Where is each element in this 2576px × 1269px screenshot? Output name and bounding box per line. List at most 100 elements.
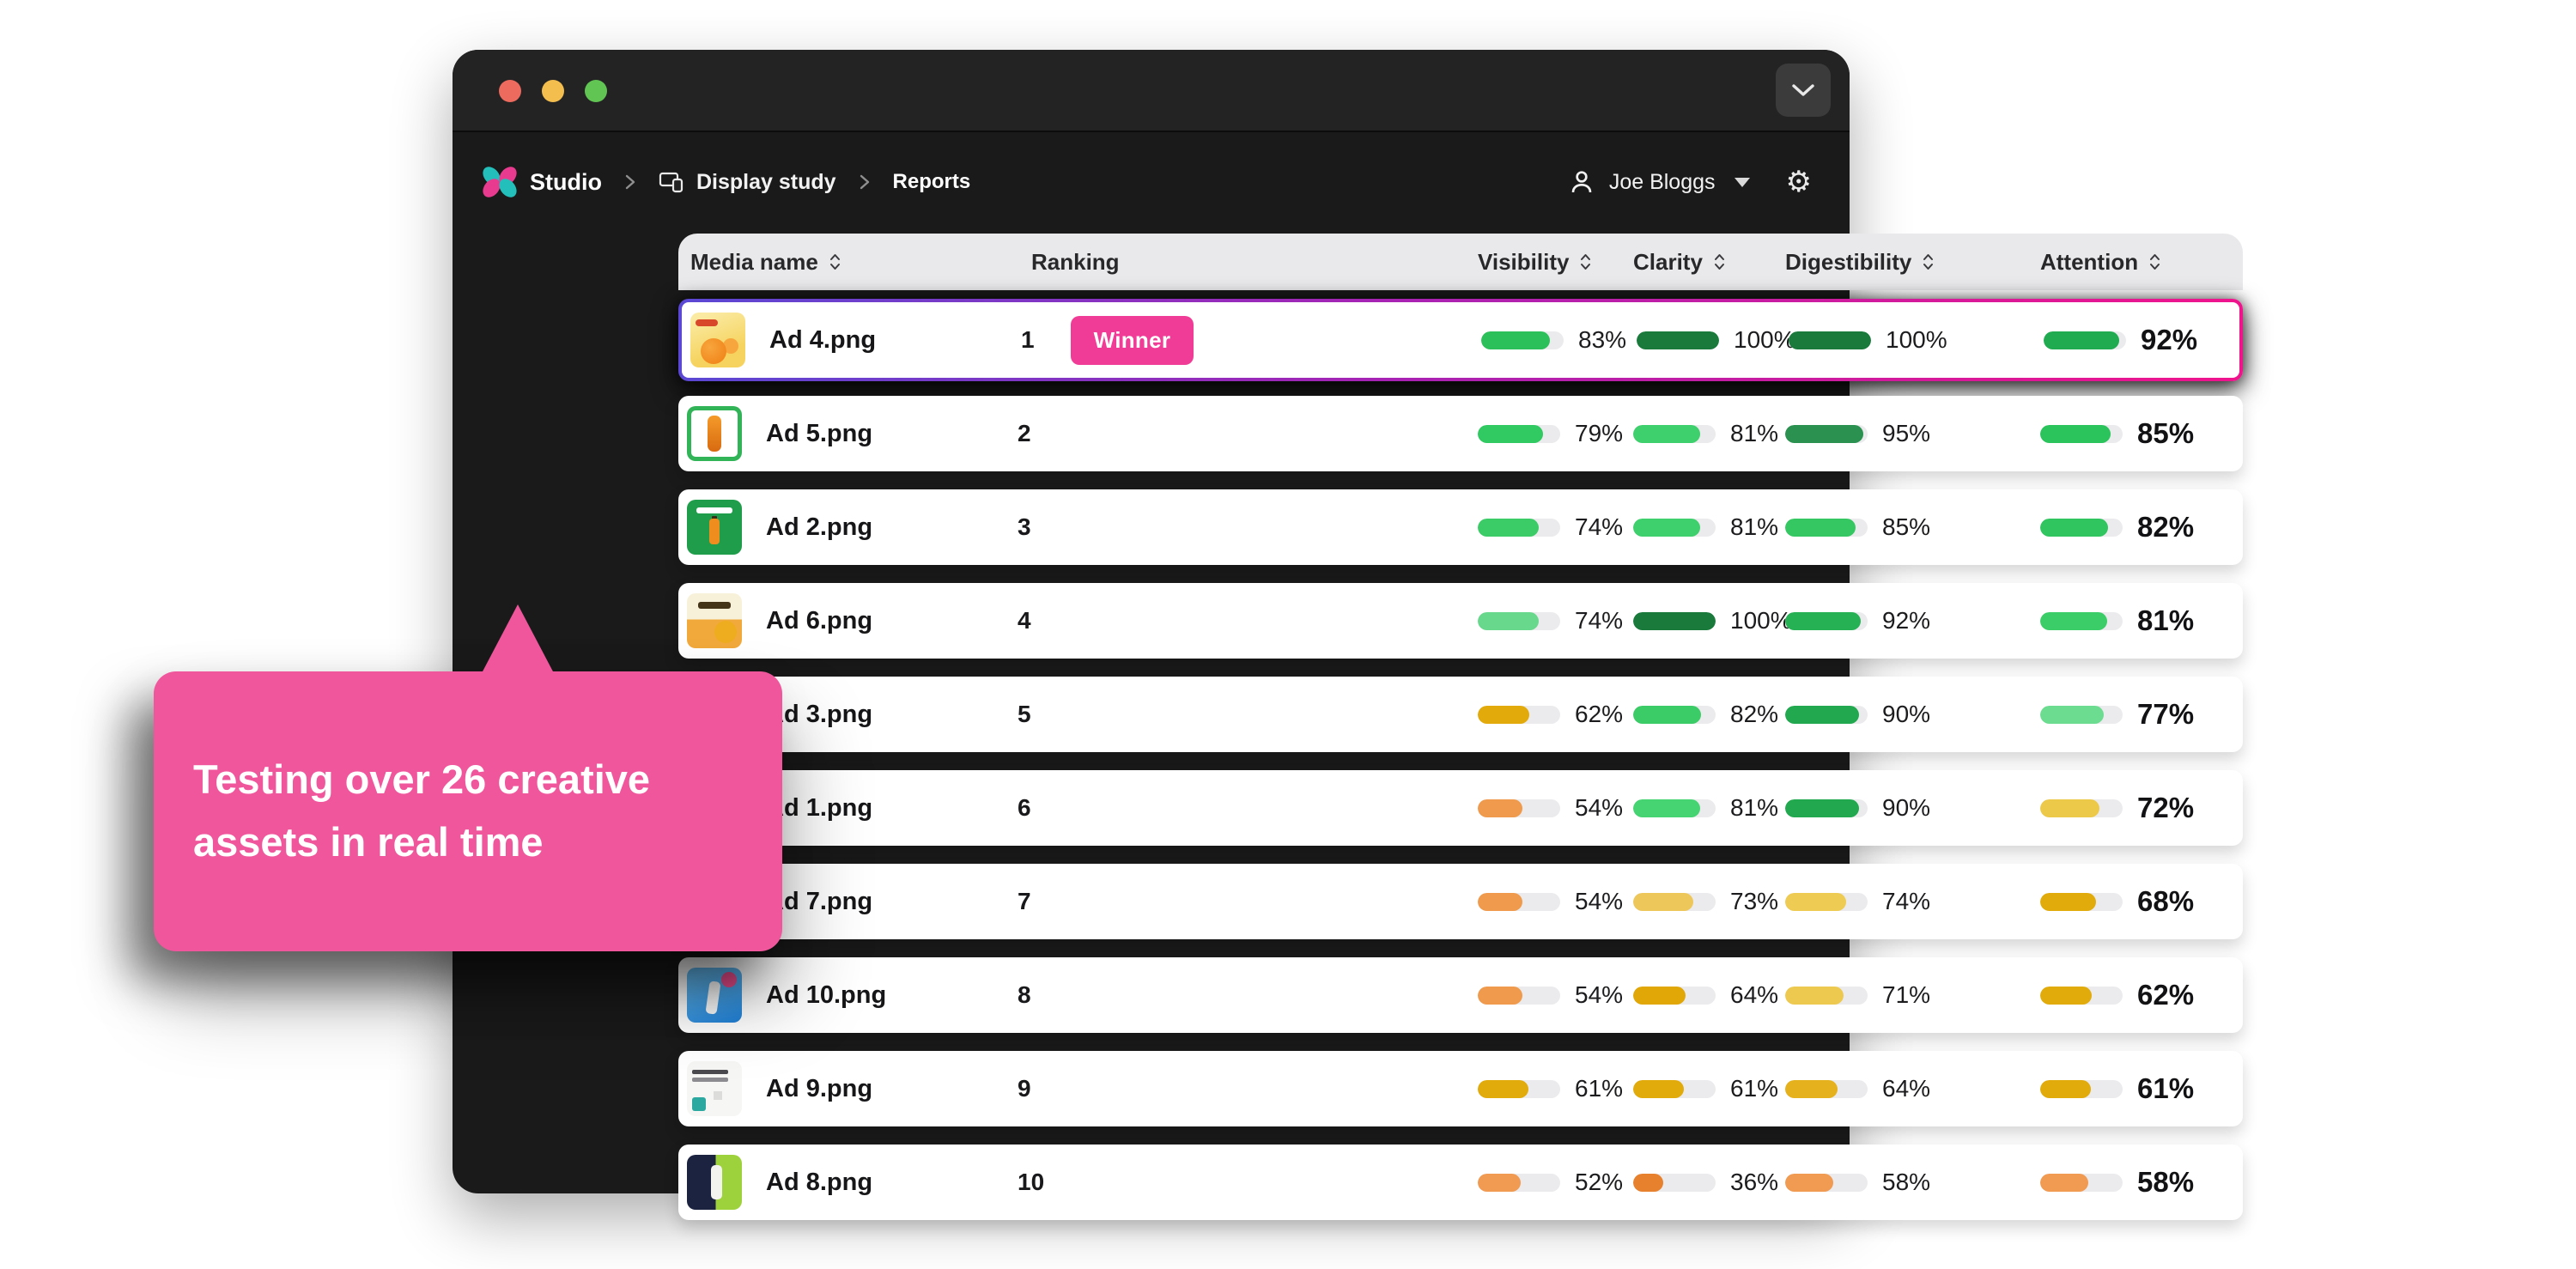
progress-bar: [2040, 611, 2123, 630]
breadcrumb-page[interactable]: Reports: [892, 170, 971, 193]
metric-value: 83%: [1578, 326, 1627, 353]
attention-metric: 61%: [2026, 1072, 2243, 1105]
clarity-metric: 61%: [1619, 1075, 1778, 1102]
table-row[interactable]: Ad 1.png 6 54% 81% 90% 72%: [678, 770, 2243, 846]
attention-metric: 92%: [2030, 324, 2246, 356]
progress-bar: [1785, 986, 1868, 1005]
metric-value: 62%: [2137, 979, 2195, 1011]
metric-value: 85%: [1882, 513, 1931, 540]
media-name: Ad 8.png: [766, 1168, 873, 1196]
digestibility-metric: 90%: [1771, 794, 2026, 822]
metric-value: 61%: [1575, 1075, 1624, 1102]
table-row[interactable]: Ad 2.png 3 74% 81% 85% 82%: [678, 489, 2243, 565]
progress-bar: [1633, 892, 1716, 911]
sort-icon[interactable]: [2148, 252, 2161, 272]
table-row[interactable]: Ad 10.png 8 54% 64% 71% 62%: [678, 957, 2243, 1033]
metric-value: 85%: [2137, 417, 2195, 449]
column-header-media-name[interactable]: Media name: [678, 249, 1018, 276]
media-thumbnail: [687, 968, 742, 1023]
rank-value: 6: [1018, 794, 1031, 821]
sort-icon[interactable]: [1713, 252, 1726, 272]
breadcrumb-app[interactable]: Studio: [530, 168, 602, 195]
metric-value: 100%: [1734, 326, 1795, 353]
progress-bar: [1785, 798, 1868, 817]
metric-value: 61%: [1730, 1075, 1779, 1102]
breadcrumb: Studio Display study Reports Joe Bloggs …: [453, 134, 1850, 230]
sort-icon[interactable]: [1922, 252, 1935, 272]
metric-value: 81%: [1730, 513, 1779, 540]
window-controls: [499, 80, 607, 102]
attention-metric: 72%: [2026, 792, 2243, 824]
metric-value: 58%: [1882, 1169, 1931, 1195]
progress-bar: [1785, 1173, 1868, 1192]
progress-bar: [1633, 986, 1716, 1005]
attention-metric: 62%: [2026, 979, 2243, 1011]
clarity-metric: 81%: [1619, 513, 1778, 541]
progress-bar: [1633, 1079, 1716, 1098]
visibility-metric: 54%: [1464, 888, 1623, 915]
maximize-button[interactable]: [585, 80, 607, 102]
breadcrumb-study[interactable]: Display study: [696, 169, 836, 194]
clarity-metric: 64%: [1619, 981, 1778, 1009]
table-row[interactable]: Ad 8.png 10 52% 36% 58% 58%: [678, 1145, 2243, 1220]
visibility-metric: 54%: [1464, 981, 1623, 1009]
digestibility-metric: 90%: [1771, 701, 2026, 728]
sort-icon[interactable]: [1579, 252, 1592, 272]
user-menu[interactable]: Joe Bloggs: [1608, 169, 1716, 194]
metric-value: 54%: [1575, 981, 1624, 1008]
progress-bar: [1789, 331, 1871, 349]
metric-value: 68%: [2137, 885, 2195, 917]
table-row[interactable]: Ad 5.png 2 79% 81% 95% 85%: [678, 396, 2243, 471]
progress-bar: [1633, 424, 1716, 443]
sort-icon[interactable]: [829, 252, 841, 272]
table-row[interactable]: Ad 4.png 1 Winner 83% 100% 100% 92%: [678, 299, 2243, 381]
media-name: Ad 5.png: [766, 419, 873, 447]
attention-metric: 82%: [2026, 511, 2243, 543]
table-body: Ad 4.png 1 Winner 83% 100% 100% 92% Ad 5…: [678, 299, 2243, 1220]
progress-bar: [1633, 1173, 1716, 1192]
metric-value: 74%: [1882, 888, 1931, 914]
metric-value: 74%: [1575, 513, 1624, 540]
table-row[interactable]: Ad 6.png 4 74% 100% 92% 81%: [678, 583, 2243, 659]
progress-bar: [1478, 518, 1560, 537]
window-action-button[interactable]: [1776, 64, 1831, 117]
media-thumbnail: [687, 406, 742, 461]
table-row[interactable]: Ad 9.png 9 61% 61% 64% 61%: [678, 1051, 2243, 1126]
progress-bar: [2040, 986, 2123, 1005]
metric-value: 81%: [1730, 794, 1779, 821]
media-thumbnail: [687, 1155, 742, 1210]
attention-metric: 81%: [2026, 604, 2243, 637]
digestibility-metric: 85%: [1771, 513, 2026, 541]
progress-bar: [1785, 424, 1868, 443]
winner-badge: Winner: [1070, 315, 1194, 365]
column-header-visibility[interactable]: Visibility: [1464, 249, 1619, 276]
column-header-clarity[interactable]: Clarity: [1619, 249, 1771, 276]
metric-value: 74%: [1575, 607, 1624, 634]
caret-down-icon[interactable]: [1734, 177, 1750, 187]
progress-bar: [2040, 1079, 2123, 1098]
rank-value: 2: [1018, 420, 1031, 446]
minimize-button[interactable]: [542, 80, 564, 102]
table-row[interactable]: Ad 7.png 7 54% 73% 74% 68%: [678, 864, 2243, 939]
close-button[interactable]: [499, 80, 521, 102]
digestibility-metric: 74%: [1771, 888, 2026, 915]
metric-value: 81%: [2137, 604, 2195, 636]
gear-icon[interactable]: ⚙: [1785, 166, 1812, 198]
window-titlebar: [453, 50, 1850, 132]
digestibility-metric: 95%: [1771, 420, 2026, 447]
metric-value: 54%: [1575, 794, 1624, 821]
table-row[interactable]: Ad 3.png 5 62% 82% 90% 77%: [678, 677, 2243, 752]
metric-value: 61%: [2137, 1072, 2195, 1104]
clarity-metric: 73%: [1619, 888, 1778, 915]
chevron-down-icon: [1792, 84, 1814, 96]
media-name: Ad 3.png: [766, 700, 873, 728]
media-thumbnail: [687, 1061, 742, 1116]
column-header-ranking[interactable]: Ranking: [1031, 248, 1120, 275]
callout-tooltip: Testing over 26 creative assets in real …: [154, 604, 782, 951]
progress-bar: [1785, 611, 1868, 630]
column-header-digestibility[interactable]: Digestibility: [1771, 249, 2026, 276]
visibility-metric: 74%: [1464, 513, 1623, 541]
media-thumbnail: [687, 593, 742, 648]
progress-bar: [1478, 705, 1560, 724]
column-header-attention[interactable]: Attention: [2026, 249, 2243, 276]
